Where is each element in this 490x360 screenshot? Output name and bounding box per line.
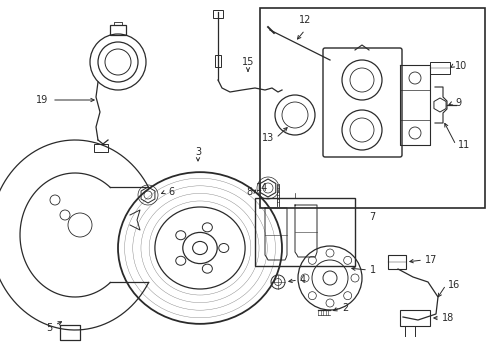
- Text: 2: 2: [342, 303, 348, 313]
- Text: 17: 17: [425, 255, 438, 265]
- Text: 1: 1: [370, 265, 376, 275]
- Bar: [213, 10, 223, 18]
- Text: 18: 18: [442, 313, 454, 323]
- Text: 3: 3: [195, 147, 201, 157]
- Bar: [94, 144, 108, 152]
- Text: 9: 9: [455, 98, 461, 108]
- Bar: [215, 55, 221, 67]
- Bar: [388, 255, 406, 269]
- Text: 14: 14: [256, 183, 268, 193]
- Text: 4: 4: [300, 275, 306, 285]
- Text: 16: 16: [448, 280, 460, 290]
- Bar: [400, 310, 430, 326]
- Text: 5: 5: [46, 323, 52, 333]
- Text: 8: 8: [246, 187, 252, 197]
- Bar: [430, 62, 450, 74]
- Text: 15: 15: [242, 57, 254, 67]
- Text: 10: 10: [455, 61, 467, 71]
- Text: 12: 12: [299, 15, 311, 25]
- Text: 11: 11: [458, 140, 470, 150]
- Bar: [110, 25, 126, 35]
- Bar: [260, 8, 485, 208]
- Bar: [255, 198, 355, 266]
- Text: 19: 19: [36, 95, 48, 105]
- Text: 13: 13: [262, 133, 274, 143]
- Text: 6: 6: [168, 187, 174, 197]
- Text: 7: 7: [369, 212, 375, 222]
